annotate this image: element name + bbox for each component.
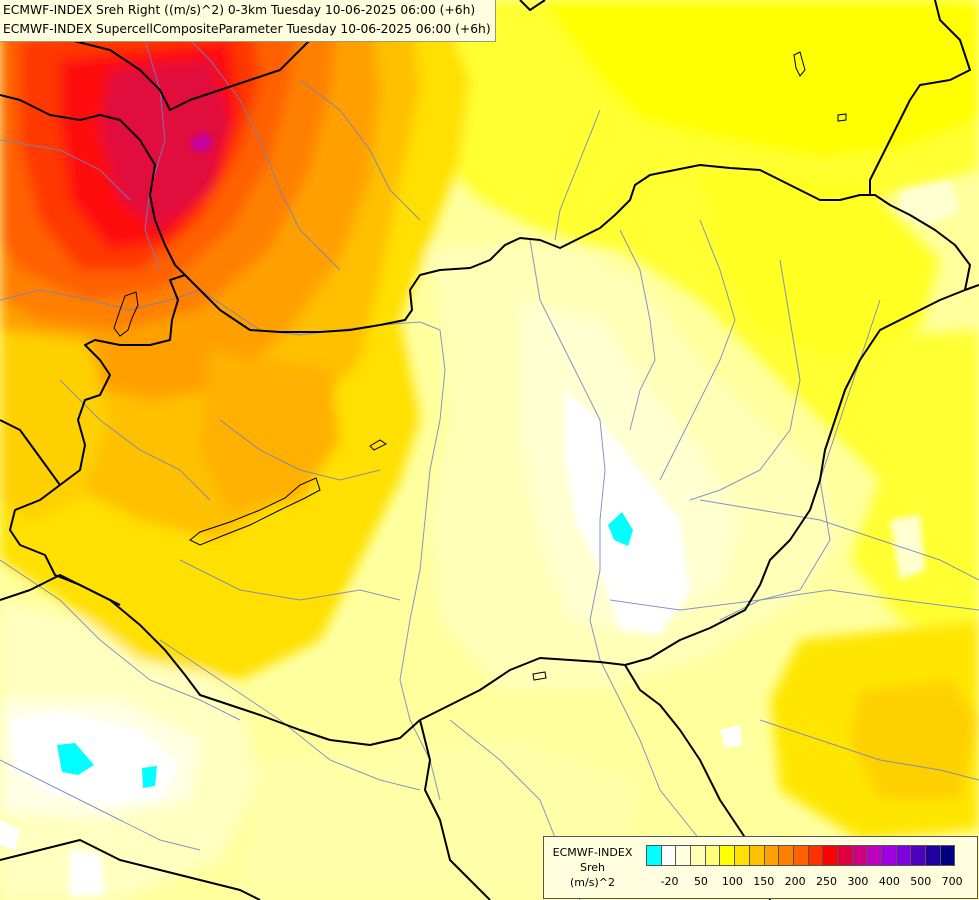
legend-tick-label: 500 <box>910 875 932 888</box>
legend-line-3: (m/s)^2 <box>570 876 615 889</box>
legend-tick-label: 200 <box>784 875 806 888</box>
lakes <box>113 51 847 681</box>
legend-tick-label: 700 <box>941 875 963 888</box>
border-slovenia <box>0 419 61 486</box>
legend-swatch <box>792 845 809 866</box>
legend-swatch <box>881 845 897 866</box>
border-serbia-croatia <box>419 719 491 900</box>
legend-swatch <box>748 845 765 866</box>
border-romania <box>964 284 979 291</box>
color-legend: ECMWF-INDEX Sreh (m/s)^2 -20 50 100 150 200 2… <box>543 836 978 899</box>
border-slovakia-poland <box>519 0 546 11</box>
legend-swatch <box>851 845 868 866</box>
legend-tick-label: 100 <box>721 875 743 888</box>
legend-swatch <box>910 845 927 866</box>
legend-tick-label: 400 <box>878 875 900 888</box>
border-austria-slovakia <box>0 94 186 276</box>
border-hungary <box>9 164 971 746</box>
legend-swatch <box>778 845 794 866</box>
legend-tick-label: -20 <box>660 875 679 888</box>
legend-tick-label: 300 <box>847 875 869 888</box>
legend-swatch <box>690 845 706 866</box>
border-bih <box>0 839 261 900</box>
border-ukraine <box>869 0 971 195</box>
legend-swatch <box>836 845 853 866</box>
legend-swatch <box>675 845 692 866</box>
legend-swatch <box>866 845 882 866</box>
legend-tick-label: 150 <box>753 875 775 888</box>
title-line-2: ECMWF-INDEX SupercellCompositeParameter … <box>3 22 491 36</box>
legend-line-2: Sreh <box>579 861 605 874</box>
border-croatia-bih <box>0 574 121 606</box>
lake-neusiedl <box>113 291 139 337</box>
lake-balaton <box>189 477 321 546</box>
legend-tick-label: 50 <box>693 875 708 888</box>
legend-swatch <box>895 845 912 866</box>
legend-ticks: -20 50 100 150 200 250 300 400 500 700 <box>646 875 976 889</box>
legend-swatch <box>646 845 662 866</box>
legend-swatch <box>925 845 941 866</box>
legend-swatch <box>939 845 956 866</box>
legend-swatch <box>807 845 824 866</box>
legend-swatch <box>763 845 780 866</box>
legend-swatch <box>719 845 736 866</box>
title-line-1: ECMWF-INDEX Sreh Right ((m/s)^2) 0-3km T… <box>3 3 476 17</box>
legend-line-1: ECMWF-INDEX <box>552 846 633 859</box>
legend-swatch <box>704 845 721 866</box>
sreh-highlights <box>0 132 960 897</box>
legend-tick-label: 250 <box>816 875 838 888</box>
legend-swatches <box>646 845 956 867</box>
map-title-box: ECMWF-INDEX Sreh Right ((m/s)^2) 0-3km T… <box>0 0 496 42</box>
legend-swatch <box>660 845 677 866</box>
legend-label: ECMWF-INDEX Sreh (m/s)^2 <box>544 845 641 890</box>
rivers <box>0 29 979 900</box>
legend-swatch <box>734 845 750 866</box>
legend-swatch <box>822 845 838 866</box>
